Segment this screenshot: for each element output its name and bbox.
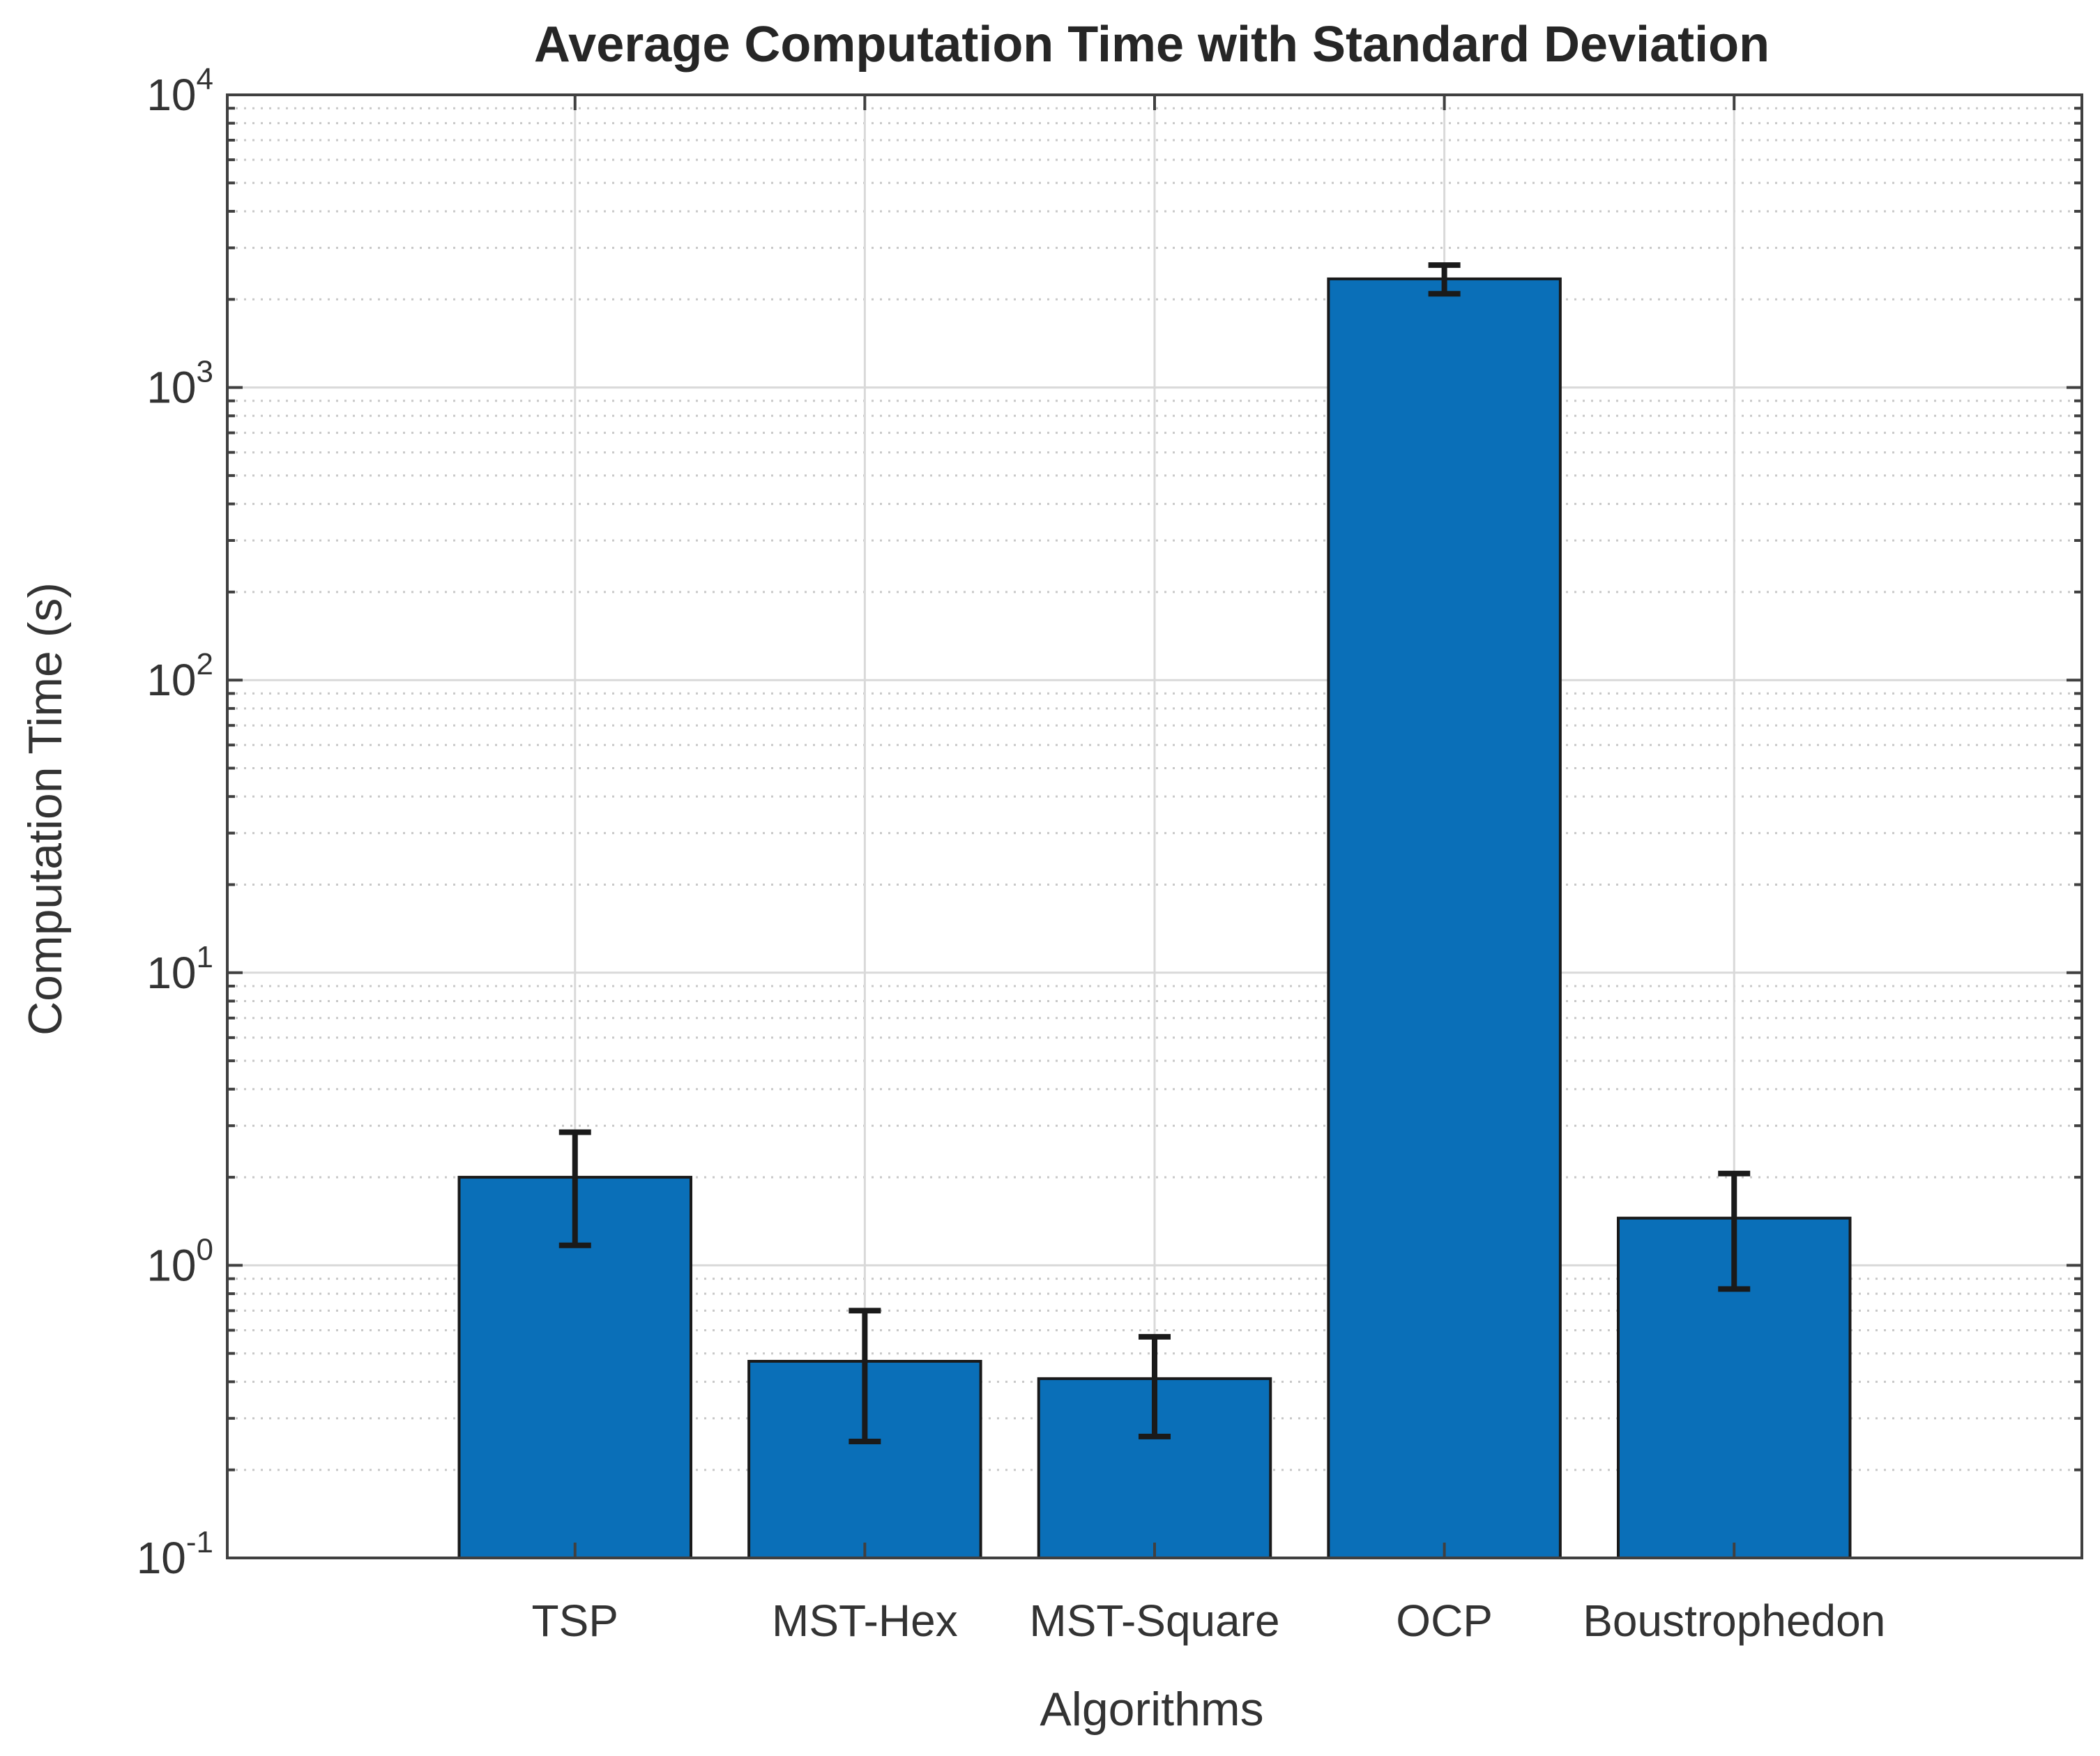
y-tick-label: 103 bbox=[146, 355, 213, 413]
bar-ocp bbox=[1327, 277, 1562, 1560]
y-tick-label-base: 10 bbox=[146, 948, 196, 998]
y-tick-label-base: 10 bbox=[146, 70, 196, 120]
y-tick-label: 102 bbox=[146, 647, 213, 705]
x-tick-label: MST-Square bbox=[1029, 1596, 1279, 1646]
x-axis-label: Algorithms bbox=[1040, 1683, 1263, 1736]
y-tick-label: 104 bbox=[146, 62, 213, 120]
x-tick-label: MST-Hex bbox=[772, 1596, 958, 1646]
error-bar-boustrophedon bbox=[1718, 1170, 1751, 1292]
bar-series bbox=[457, 277, 1852, 1560]
chart-title: Average Computation Time with Standard D… bbox=[534, 17, 1770, 73]
x-tick-label: Boustrophedon bbox=[1583, 1596, 1885, 1646]
y-tick-label-exponent: 4 bbox=[197, 62, 213, 96]
x-tick-label: TSP bbox=[532, 1596, 618, 1646]
x-tick-labels: TSP MST-Hex MST-Square OCP Boustrophedon bbox=[532, 1596, 1886, 1646]
y-tick-label-exponent: 3 bbox=[197, 355, 213, 389]
axis-ticks bbox=[227, 93, 2082, 1559]
error-bar-ocp bbox=[1428, 262, 1461, 297]
y-tick-label: 100 bbox=[146, 1232, 213, 1290]
error-bar-mst-hex bbox=[849, 1308, 881, 1445]
y-tick-label-base: 10 bbox=[146, 363, 196, 413]
y-tick-label: 10-1 bbox=[137, 1525, 213, 1583]
y-tick-label-base: 10 bbox=[146, 655, 196, 705]
y-tick-label-exponent: 2 bbox=[197, 647, 213, 681]
y-tick-label-exponent: 0 bbox=[197, 1232, 213, 1266]
error-bars bbox=[558, 262, 1751, 1445]
error-bar-tsp bbox=[558, 1129, 591, 1248]
y-tick-label-exponent: -1 bbox=[186, 1525, 213, 1559]
y-axis-label: Computation Time (s) bbox=[19, 582, 72, 1036]
error-bar-mst-square bbox=[1139, 1333, 1171, 1439]
y-tick-label: 101 bbox=[146, 940, 213, 998]
y-tick-label-exponent: 1 bbox=[197, 940, 213, 974]
y-tick-label-base: 10 bbox=[137, 1533, 186, 1583]
y-tick-label-base: 10 bbox=[146, 1240, 196, 1290]
x-tick-label: OCP bbox=[1396, 1596, 1493, 1646]
